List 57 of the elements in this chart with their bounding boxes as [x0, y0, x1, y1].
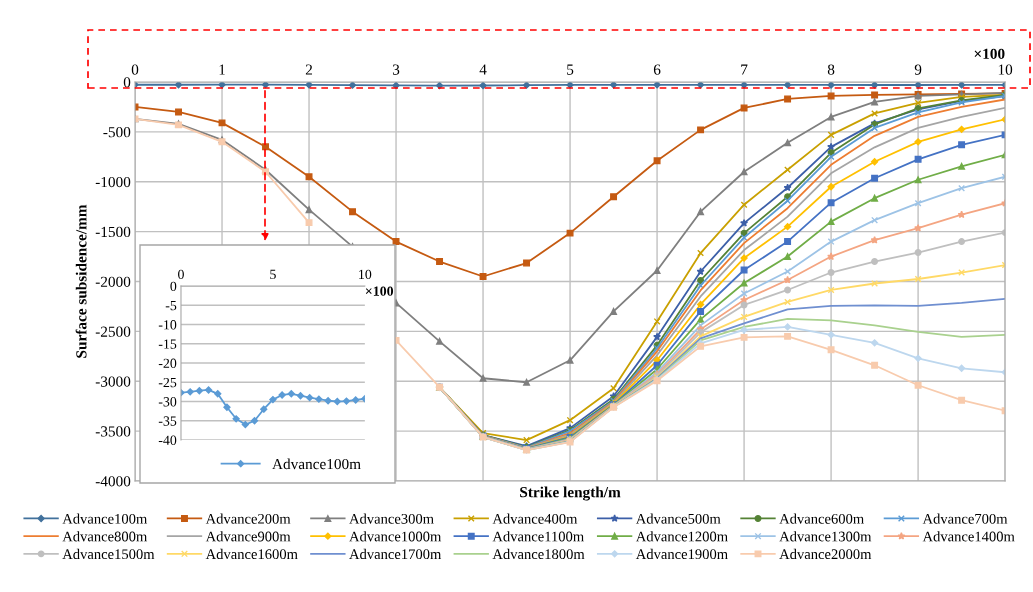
y-tick-label: -20: [158, 358, 177, 368]
legend-label: Advance100m: [272, 458, 361, 470]
y-tick-label: -1500: [95, 226, 131, 238]
legend-label: Advance200m: [205, 513, 291, 524]
y-tick-label: -3000: [95, 376, 131, 387]
y-tick-label: -40: [158, 435, 177, 445]
x-tick-label: 4: [479, 64, 487, 75]
x-axis-title: Strike length/m: [520, 486, 621, 501]
x-tick-label: 8: [827, 64, 835, 75]
legend-label: Advance400m: [492, 513, 578, 524]
y-tick-label: -2000: [95, 276, 131, 287]
x-tick-label: 10: [359, 269, 372, 280]
legend-label: Advance600m: [779, 513, 864, 524]
x-tick-label: 1: [219, 64, 225, 75]
x-tick-label: 6: [653, 64, 661, 75]
legend-label: Advance1700m: [349, 548, 442, 560]
y-tick-label: -35: [158, 416, 177, 426]
x-tick-label: 3: [392, 64, 400, 75]
y-tick-label: -5: [165, 301, 177, 311]
y-tick-label: -4000: [95, 476, 131, 487]
legend-label: Advance1800m: [492, 548, 585, 560]
legend-label: Advance800m: [62, 531, 148, 542]
legend-label: Advance900m: [205, 531, 291, 542]
legend-label: Advance2000m: [779, 548, 872, 560]
y-tick-label: -2500: [95, 326, 131, 337]
text: ×100: [974, 48, 1005, 59]
legend-label: Advance100m: [62, 513, 148, 524]
y-tick-label: 0: [123, 77, 131, 88]
x-tick-label: 0: [131, 64, 139, 75]
legend-label: Advance1100m: [492, 531, 584, 542]
x-tick-label: 9: [914, 64, 922, 75]
y-tick-label: -15: [158, 339, 177, 349]
legend-label: Advance1500m: [62, 548, 155, 560]
legend-label: Advance1400m: [922, 531, 1015, 542]
x-tick-label: 7: [741, 64, 748, 75]
y-tick-label: 0: [170, 281, 177, 292]
y-tick-label: -1000: [95, 176, 131, 188]
y-tick-label: -10: [158, 320, 177, 330]
x-tick-label: 2: [305, 64, 313, 75]
legend-label: Advance300m: [349, 513, 434, 524]
legend-label: Advance1900m: [635, 548, 728, 560]
x-tick-label: 10: [998, 64, 1013, 75]
y-tick-label: -25: [158, 377, 177, 388]
legend-label: Advance1600m: [205, 548, 298, 560]
legend-label: Advance700m: [922, 513, 1008, 524]
x-tick-label: 5: [270, 269, 276, 280]
x-tick-label: 0: [178, 269, 184, 280]
y-tick-label: -500: [103, 127, 131, 138]
legend-label: Advance1200m: [635, 531, 728, 542]
legend-label: Advance500m: [635, 513, 721, 524]
y-axis-title: Surface subsidence/mm: [75, 204, 87, 358]
y-tick-label: -30: [158, 397, 177, 407]
x-tick-label: 5: [567, 64, 574, 75]
legend-label: Advance1300m: [779, 531, 872, 542]
legend-label: Advance1000m: [349, 531, 442, 542]
annotation: ×100: [365, 286, 394, 296]
y-tick-label: -3500: [95, 426, 131, 437]
